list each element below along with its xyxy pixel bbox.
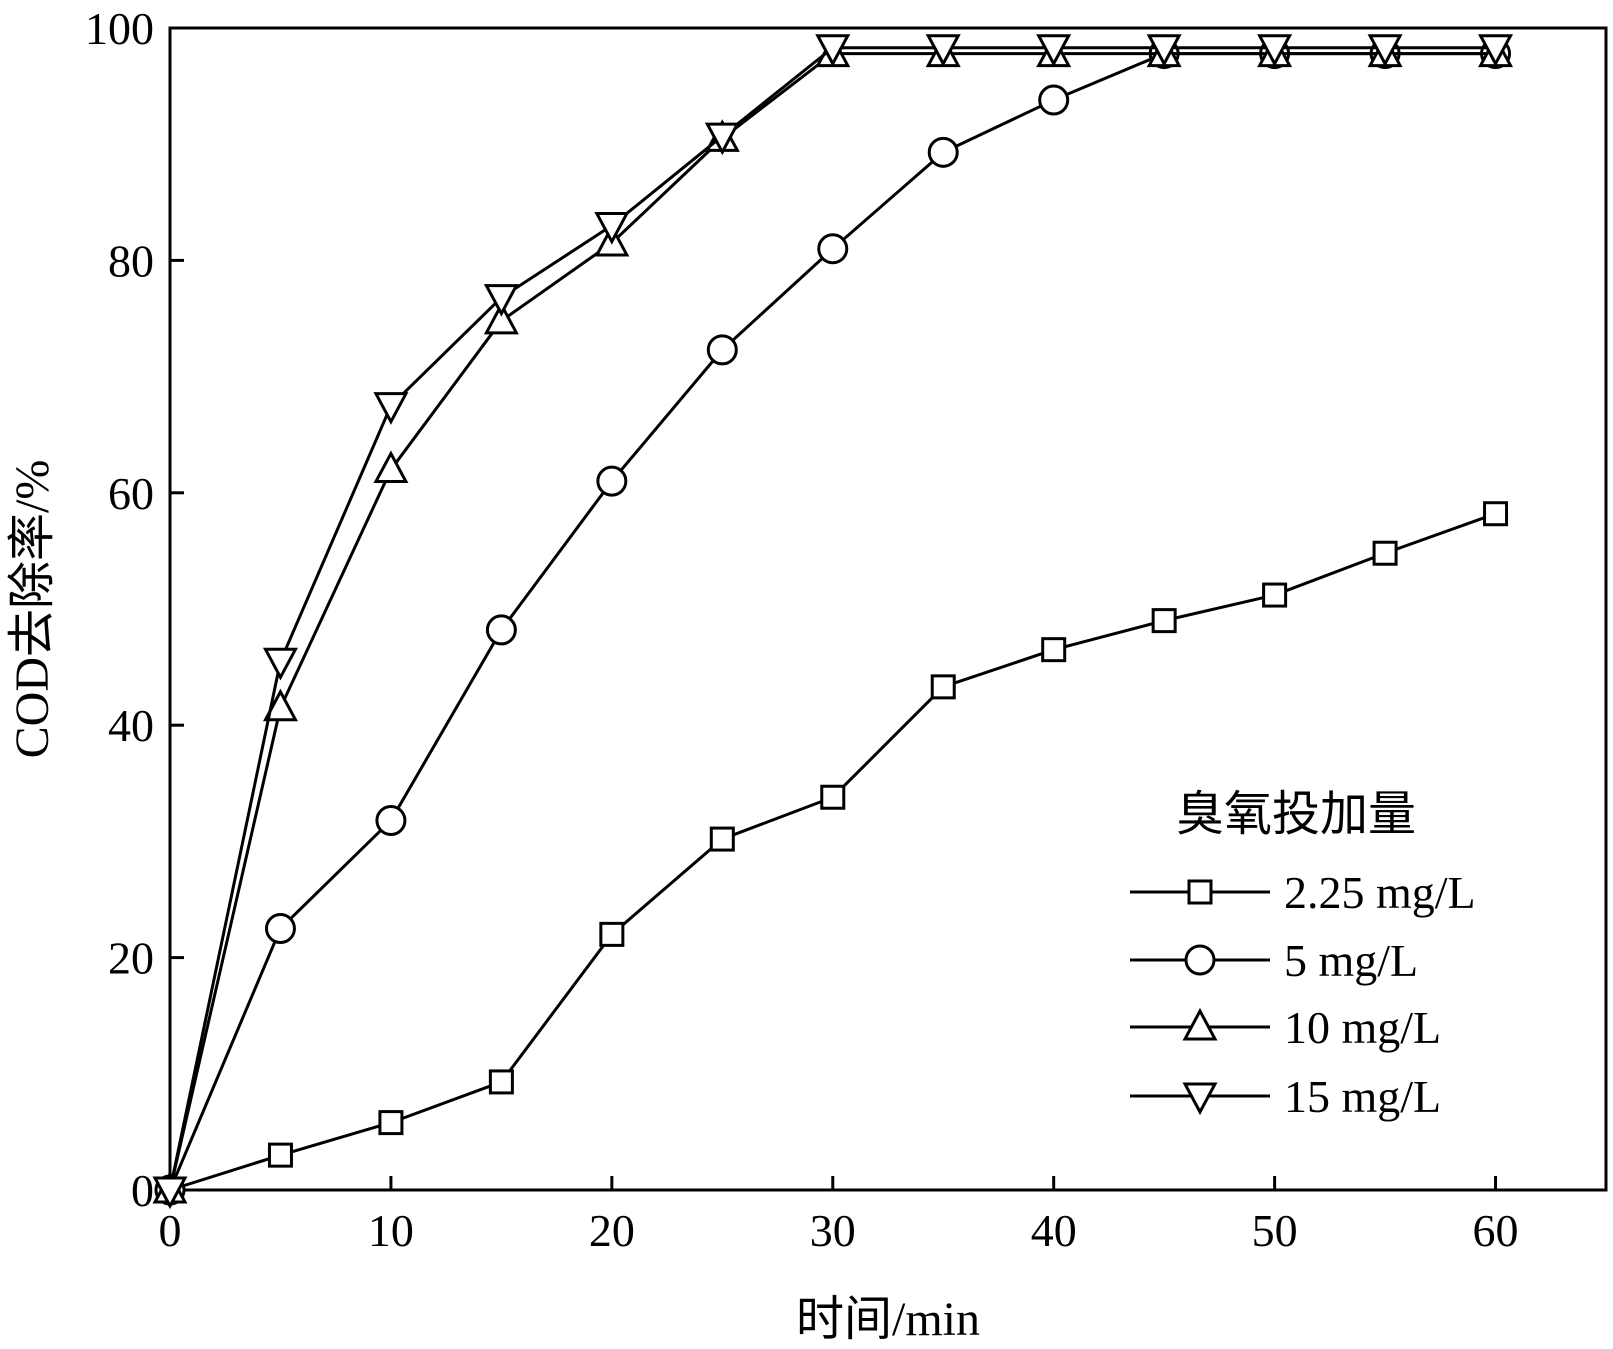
series-layer bbox=[152, 34, 1514, 1210]
legend-item: 10 mg/L bbox=[1130, 1002, 1441, 1053]
data-point bbox=[820, 784, 846, 810]
data-point bbox=[378, 1110, 404, 1136]
data-point bbox=[709, 826, 735, 852]
axis-ticks: 0 10 20 30 40 50 60 0 20 40 60 80 100 bbox=[85, 3, 1519, 1256]
data-point bbox=[488, 1069, 514, 1095]
data-point bbox=[485, 614, 517, 646]
x-tick-label: 30 bbox=[810, 1205, 856, 1256]
legend-item: 5 mg/L bbox=[1130, 935, 1418, 986]
data-point bbox=[1146, 34, 1182, 67]
x-tick-label: 0 bbox=[159, 1205, 182, 1256]
legend-label: 15 mg/L bbox=[1284, 1071, 1441, 1122]
data-point bbox=[925, 34, 961, 67]
data-point bbox=[262, 647, 298, 681]
y-tick-label: 0 bbox=[131, 1165, 154, 1216]
x-axis-title: 时间/min bbox=[796, 1293, 980, 1346]
data-point bbox=[927, 136, 959, 168]
y-tick-label: 20 bbox=[108, 933, 154, 984]
legend-title: 臭氧投加量 bbox=[1176, 788, 1416, 841]
data-point bbox=[267, 1142, 293, 1168]
data-point bbox=[264, 913, 296, 945]
y-tick-label: 60 bbox=[108, 468, 154, 519]
legend-item: 2.25 mg/L bbox=[1130, 867, 1476, 918]
data-point bbox=[930, 674, 956, 700]
data-point bbox=[1041, 637, 1067, 663]
data-point bbox=[373, 450, 409, 484]
data-point bbox=[375, 804, 407, 836]
data-point bbox=[1038, 84, 1070, 116]
data-point bbox=[1036, 34, 1072, 67]
y-tick-label: 80 bbox=[108, 235, 154, 286]
data-point bbox=[373, 392, 409, 425]
x-tick-label: 40 bbox=[1031, 1205, 1077, 1256]
data-point bbox=[815, 34, 851, 67]
legend-label: 10 mg/L bbox=[1284, 1002, 1441, 1053]
data-point bbox=[704, 122, 740, 156]
data-point bbox=[483, 284, 519, 317]
data-point bbox=[1151, 608, 1177, 634]
data-point bbox=[596, 465, 628, 497]
data-point bbox=[1478, 34, 1514, 67]
data-point bbox=[599, 921, 625, 947]
legend-marker bbox=[1182, 1007, 1218, 1041]
legend-label: 5 mg/L bbox=[1284, 935, 1418, 986]
legend-marker bbox=[1187, 879, 1213, 905]
data-point bbox=[706, 334, 738, 366]
data-point bbox=[1257, 34, 1293, 67]
plot-frame bbox=[168, 26, 1608, 1192]
y-axis-title: COD去除率/% bbox=[6, 460, 59, 759]
data-point bbox=[1372, 540, 1398, 566]
data-point bbox=[817, 233, 849, 265]
legend-marker bbox=[1182, 1082, 1218, 1116]
x-tick-label: 60 bbox=[1473, 1205, 1519, 1256]
series-1 bbox=[157, 501, 1509, 1203]
data-point bbox=[483, 301, 519, 335]
data-point bbox=[262, 688, 298, 722]
legend-label: 2.25 mg/L bbox=[1284, 867, 1476, 918]
data-point bbox=[1483, 501, 1509, 527]
legend-item: 15 mg/L bbox=[1130, 1071, 1441, 1122]
x-tick-label: 10 bbox=[368, 1205, 414, 1256]
y-tick-label: 100 bbox=[85, 3, 154, 54]
legend: 臭氧投加量 2.25 mg/L 5 mg/L 10 mg/L 15 mg/L bbox=[1130, 788, 1476, 1122]
data-point bbox=[594, 212, 630, 245]
x-tick-label: 20 bbox=[589, 1205, 635, 1256]
data-point bbox=[1262, 582, 1288, 608]
data-point bbox=[1367, 34, 1403, 67]
legend-marker bbox=[1184, 944, 1216, 976]
series-4 bbox=[152, 34, 1514, 1210]
data-point bbox=[152, 1176, 188, 1210]
y-tick-label: 40 bbox=[108, 700, 154, 751]
x-tick-label: 50 bbox=[1252, 1205, 1298, 1256]
